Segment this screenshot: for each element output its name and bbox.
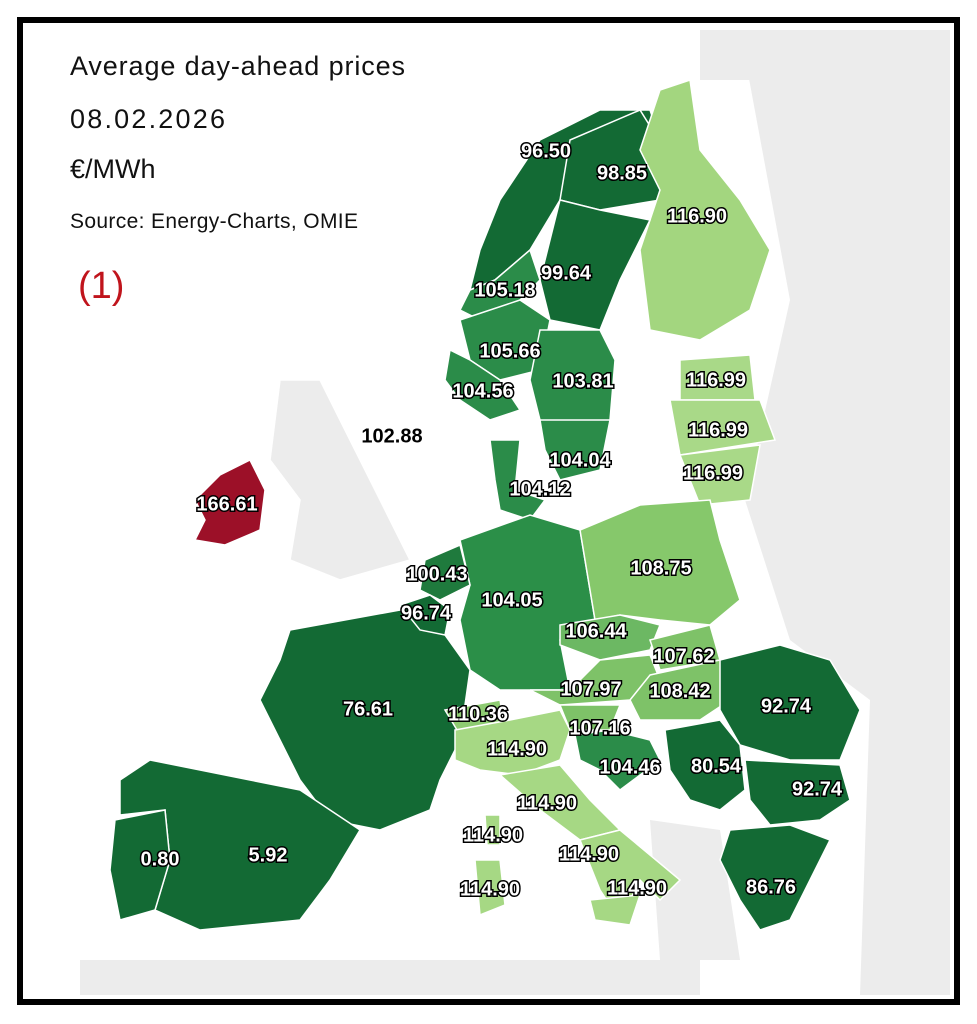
other-land — [80, 30, 950, 995]
price-label: 86.76 — [746, 876, 796, 898]
region — [484, 814, 501, 846]
price-label: 114.90 — [487, 738, 547, 760]
title: Average day-ahead prices — [70, 51, 405, 81]
region — [678, 444, 761, 506]
region — [578, 829, 682, 922]
region — [119, 759, 362, 931]
region — [444, 348, 522, 421]
price-label: 80.54 — [691, 755, 742, 777]
price-label: 116.90 — [667, 205, 727, 227]
price-label: 102.88 — [361, 425, 422, 447]
price-label: 107.97 — [560, 678, 621, 700]
price-label: 100.43 — [406, 563, 467, 585]
price-label: 105.66 — [479, 340, 540, 362]
region — [669, 399, 777, 456]
region — [419, 543, 471, 601]
price-label: 96.50 — [521, 140, 571, 162]
price-label: 92.74 — [761, 695, 812, 717]
price-label: 104.56 — [452, 380, 513, 402]
price-label: 114.90 — [460, 878, 520, 900]
region — [719, 824, 832, 931]
price-label: 104.12 — [509, 478, 570, 500]
price-label: 114.90 — [559, 843, 619, 865]
price-label: 104.04 — [549, 449, 611, 471]
region — [574, 729, 661, 791]
price-label: 108.75 — [630, 557, 691, 579]
region — [489, 439, 547, 521]
region — [589, 894, 642, 926]
region — [744, 759, 851, 826]
price-label: 105.18 — [474, 279, 535, 301]
note: (1) — [78, 265, 124, 307]
region — [664, 719, 746, 811]
price-label: 104.46 — [599, 756, 660, 778]
price-label: 98.85 — [597, 162, 647, 184]
region — [719, 644, 861, 761]
price-label: 92.74 — [792, 778, 843, 800]
price-label: 104.05 — [481, 589, 542, 611]
region — [539, 199, 652, 331]
region — [398, 594, 451, 636]
region — [454, 709, 571, 776]
price-label: 106.44 — [565, 620, 627, 642]
region — [474, 859, 506, 917]
price-label: 110.36 — [448, 703, 508, 725]
price-label: 76.61 — [343, 698, 393, 720]
region — [109, 809, 171, 921]
unit: €/MWh — [70, 154, 156, 184]
source: Source: Energy-Charts, OMIE — [70, 210, 358, 233]
price-label: 116.99 — [688, 419, 748, 441]
price-label: 166.61 — [196, 493, 257, 515]
price-label: 116.99 — [683, 462, 743, 484]
region — [639, 79, 771, 341]
price-label: 103.81 — [552, 370, 613, 392]
region — [559, 614, 662, 661]
region — [539, 419, 611, 481]
price-label: 107.16 — [569, 717, 630, 739]
price-label: 107.62 — [653, 645, 714, 667]
region — [193, 458, 266, 546]
region — [458, 248, 541, 321]
price-label: 99.64 — [541, 262, 592, 284]
region — [529, 654, 661, 706]
price-label: 108.42 — [649, 680, 710, 702]
price-label: 0.80 — [141, 848, 180, 870]
price-label: 114.90 — [463, 824, 523, 846]
price-label: 116.99 — [686, 369, 746, 391]
price-label: 114.90 — [607, 877, 667, 899]
region — [269, 379, 412, 581]
price-label: 114.90 — [517, 792, 577, 814]
price-label: 96.74 — [401, 602, 452, 624]
price-label: 5.92 — [249, 844, 288, 866]
